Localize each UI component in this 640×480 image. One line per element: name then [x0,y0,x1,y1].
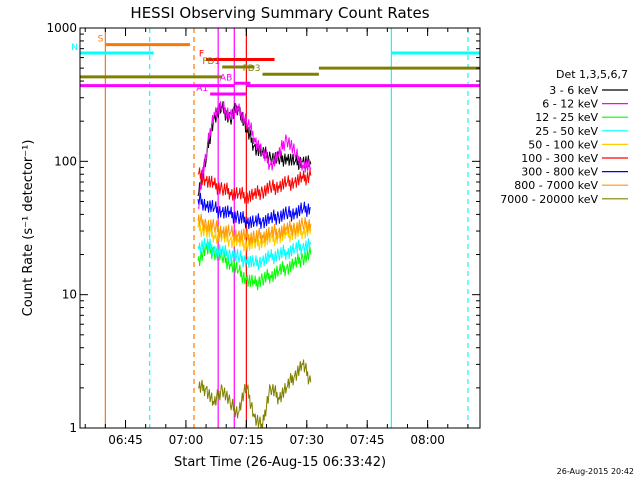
y-axis-label: Count Rate (s⁻¹ detector⁻¹) [21,140,36,317]
series-line [197,192,311,230]
status-bar-label: F [199,50,204,60]
chart-title: HESSI Observing Summary Count Rates [130,4,429,22]
y-tick-label: 1000 [46,21,77,35]
series-line [197,167,312,204]
timestamp-stamp: 26-Aug-2015 20:42 [556,467,634,476]
x-tick-label: 07:45 [350,433,385,447]
legend-label: 50 - 100 keV [528,138,598,151]
legend-label: 7000 - 20000 keV [500,193,598,206]
status-bar-label: FD3 [243,64,261,74]
series-line [197,219,312,253]
series-line [197,213,312,246]
series-line [198,359,312,429]
status-bar-label: AB [220,73,232,83]
legend-label: 25 - 50 keV [535,125,598,138]
x-tick-label: 07:15 [229,433,264,447]
x-tick-label: 08:00 [410,433,445,447]
legend-label: 6 - 12 keV [542,98,598,111]
status-bar-label: FD1 [202,57,220,67]
y-tick-label: 100 [54,154,77,168]
x-tick-label: 07:00 [169,433,204,447]
legend-label: 300 - 800 keV [521,166,598,179]
y-tick-label: 10 [62,288,77,302]
x-tick-label: 07:30 [289,433,324,447]
legend-label: 100 - 300 keV [521,152,598,165]
status-bar-label: S [98,35,104,45]
status-bar-label: A1 [196,84,208,94]
legend-label: 800 - 7000 keV [514,179,598,192]
legend-title: Det 1,3,5,6,7 [556,68,628,81]
y-tick-label: 1 [69,421,77,435]
plot-frame [79,27,481,429]
x-axis-label: Start Time (26-Aug-15 06:33:42) [174,455,386,470]
series-line [197,238,312,271]
series-line [197,101,312,210]
x-tick-label: 06:45 [108,433,143,447]
legend-label: 12 - 25 keV [535,111,598,124]
legend-label: 3 - 6 keV [549,84,598,97]
status-bar-label: N [71,43,78,53]
